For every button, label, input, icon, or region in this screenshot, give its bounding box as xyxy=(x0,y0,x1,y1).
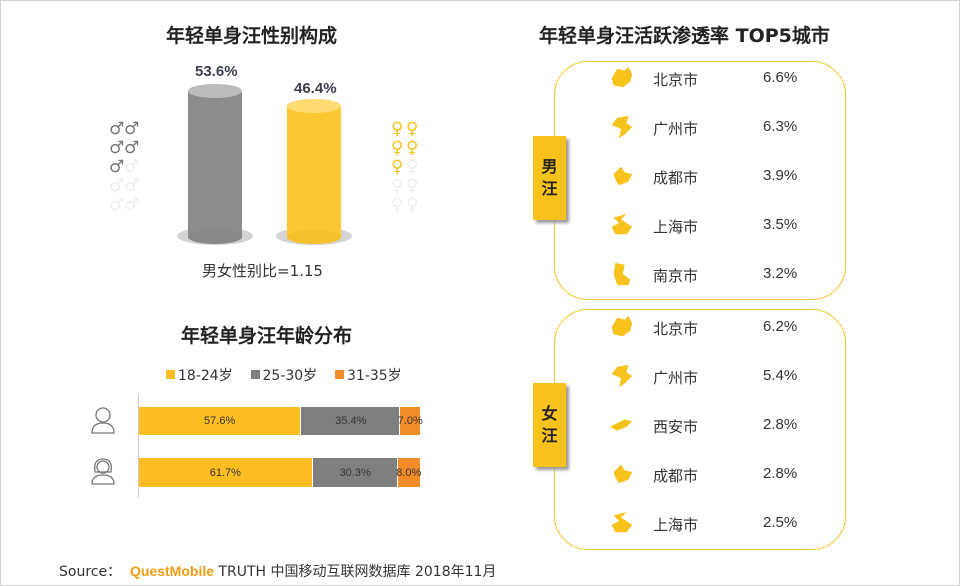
city-row: 上海市 3.5% xyxy=(606,210,826,240)
male-tag: 男汪 xyxy=(533,136,566,220)
city-map-icon xyxy=(613,262,631,286)
city-map-icon xyxy=(611,115,633,139)
age-legend: 18-24岁 25-30岁 31-35岁 xyxy=(166,365,402,385)
city-name: 西安市 xyxy=(653,418,699,436)
city-row: 南京市 3.2% xyxy=(606,259,826,289)
female-symbol-icon: ♀ xyxy=(391,138,404,158)
male-symbol-icon: ♂ xyxy=(124,195,140,215)
legend-item-31-35: 31-35岁 xyxy=(335,368,402,384)
male-symbol-icon: ♂ xyxy=(109,195,125,215)
source-text: TRUTH 中国移动互联网数据库 2018年11月 xyxy=(218,564,497,580)
age-bar-female: 61.7% 30.3% 8.0% xyxy=(139,458,421,487)
city-name: 上海市 xyxy=(653,218,699,236)
city-map-icon xyxy=(611,511,633,533)
female-symbol-icon: ♀ xyxy=(406,176,419,196)
city-map-icon xyxy=(611,364,633,388)
city-row: 北京市 6.6% xyxy=(606,63,826,93)
age-bar-segment: 30.3% xyxy=(311,458,398,487)
city-value: 3.5% xyxy=(763,216,798,233)
city-name: 广州市 xyxy=(653,120,699,138)
age-axis xyxy=(138,394,139,498)
city-row: 北京市 6.2% xyxy=(606,312,826,342)
male-person-icon xyxy=(91,407,115,434)
source-line: Source： QuestMobile TRUTH 中国移动互联网数据库 201… xyxy=(59,561,496,581)
city-value: 6.2% xyxy=(763,318,798,335)
city-name: 北京市 xyxy=(653,320,699,338)
female-symbol-icon: ♀ xyxy=(406,157,419,177)
city-value: 3.2% xyxy=(763,265,798,282)
city-value: 2.5% xyxy=(763,514,798,531)
male-symbol-icon: ♂ xyxy=(109,138,125,158)
age-bar-segment: 7.0% xyxy=(398,407,423,435)
female-tag: 女汪 xyxy=(533,383,566,467)
city-value: 2.8% xyxy=(763,465,798,482)
female-symbol-icon: ♀ xyxy=(391,119,404,139)
city-value: 5.4% xyxy=(763,367,798,384)
city-map-icon xyxy=(609,419,633,431)
cities-title: 年轻单身汪活跃渗透率 TOP5城市 xyxy=(539,25,830,47)
city-map-icon xyxy=(611,66,633,88)
city-map-icon xyxy=(613,166,633,186)
questmobile-logo: QuestMobile xyxy=(130,563,215,579)
legend-item-18-24: 18-24岁 xyxy=(166,368,233,384)
city-map-icon xyxy=(611,213,633,235)
female-bar xyxy=(287,99,341,244)
female-pct-label: 46.4% xyxy=(294,80,337,97)
city-row: 成都市 3.9% xyxy=(606,161,826,191)
legend-item-25-30: 25-30岁 xyxy=(250,368,317,384)
city-name: 北京市 xyxy=(653,71,699,89)
gender-ratio-label: 男女性别比=1.15 xyxy=(202,262,323,280)
city-name: 上海市 xyxy=(653,516,699,534)
city-value: 2.8% xyxy=(763,416,798,433)
age-chart-title: 年轻单身汪年龄分布 xyxy=(181,325,353,347)
male-symbol-icon: ♂ xyxy=(109,119,125,139)
female-symbol-icon: ♀ xyxy=(406,195,419,215)
city-row: 广州市 6.3% xyxy=(606,112,826,142)
male-symbol-icon: ♂ xyxy=(124,176,140,196)
female-symbol-icon: ♀ xyxy=(391,157,404,177)
female-person-icon xyxy=(91,458,115,485)
city-map-icon xyxy=(611,315,633,337)
source-label: Source： xyxy=(59,564,122,580)
age-bar-segment: 61.7% xyxy=(139,458,312,487)
city-row: 西安市 2.8% xyxy=(606,410,826,440)
city-value: 6.3% xyxy=(763,118,798,135)
age-bar-male: 57.6% 35.4% 7.0% xyxy=(139,407,423,435)
city-name: 成都市 xyxy=(653,467,699,485)
female-symbol-icon: ♀ xyxy=(406,119,419,139)
male-symbol-icon: ♂ xyxy=(124,119,140,139)
male-bar xyxy=(188,84,242,244)
female-symbol-icon: ♀ xyxy=(391,195,404,215)
city-row: 成都市 2.8% xyxy=(606,459,826,489)
age-bar-segment: 8.0% xyxy=(396,458,421,487)
male-symbol-icon: ♂ xyxy=(109,176,125,196)
city-value: 3.9% xyxy=(763,167,798,184)
male-symbol-icon: ♂ xyxy=(124,157,140,177)
age-bar-segment: 57.6% xyxy=(139,407,301,435)
female-symbol-icon: ♀ xyxy=(391,176,404,196)
male-symbol-icon: ♂ xyxy=(109,157,125,177)
city-row: 上海市 2.5% xyxy=(606,508,826,538)
age-bar-segment: 35.4% xyxy=(300,407,401,435)
city-map-icon xyxy=(613,464,633,484)
male-symbol-icon: ♂ xyxy=(124,138,140,158)
city-name: 成都市 xyxy=(653,169,699,187)
gender-chart-title: 年轻单身汪性别构成 xyxy=(166,25,338,47)
city-row: 广州市 5.4% xyxy=(606,361,826,391)
city-name: 南京市 xyxy=(653,267,699,285)
city-value: 6.6% xyxy=(763,69,798,86)
male-pct-label: 53.6% xyxy=(195,63,238,80)
female-symbol-icon: ♀ xyxy=(406,138,419,158)
city-name: 广州市 xyxy=(653,369,699,387)
